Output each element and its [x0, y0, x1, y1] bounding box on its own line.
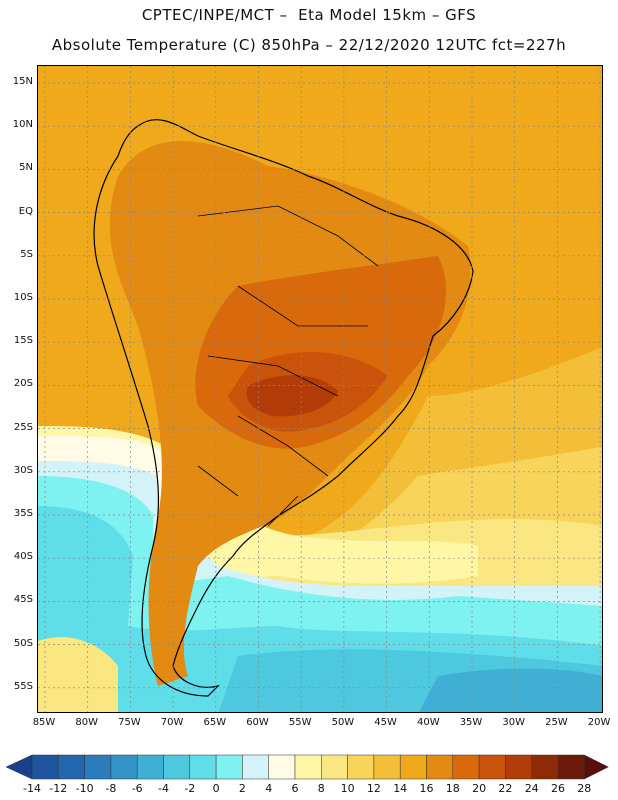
colorbar-swatch: [505, 754, 532, 780]
colorbar-tick-label: 6: [291, 782, 299, 795]
colorbar-tick-label: -14: [23, 782, 41, 795]
lon-label: 30W: [502, 717, 525, 728]
lat-label: 15N: [12, 76, 33, 87]
lat-label: 10N: [12, 119, 33, 131]
colorbar-tick-label: 22: [498, 782, 513, 795]
colorbar-swatch: [189, 754, 217, 780]
colorbar-swatch: [452, 754, 480, 780]
lat-label: 45S: [13, 594, 33, 606]
colorbar-swatch: [321, 754, 348, 780]
lon-label: 50W: [331, 717, 355, 728]
colorbar-tick-label: 10: [340, 782, 355, 795]
country-borders: [197, 205, 379, 527]
colorbar-tick-label: 8: [317, 782, 325, 795]
colorbar-swatch: [373, 754, 401, 780]
lon-label: 55W: [288, 717, 312, 728]
colorbar-tick-label: 12: [366, 782, 381, 795]
chart-title: CPTEC/INPE/MCT – Eta Model 15km – GFS: [141, 6, 477, 24]
colorbar-swatch: [268, 754, 296, 780]
colorbar: [6, 754, 609, 780]
colorbar-tick-label: 24: [524, 782, 539, 795]
lat-label: 35S: [13, 508, 33, 519]
colorbar-swatch: [163, 754, 191, 780]
colorbar-max-arrow: [584, 754, 609, 780]
colorbar-swatch: [399, 754, 427, 780]
colorbar-tick-label: 4: [265, 782, 273, 795]
colorbar-swatch: [215, 754, 243, 780]
coastline: [93, 119, 474, 697]
colorbar-swatch: [531, 754, 559, 780]
lat-label: 30S: [13, 464, 33, 476]
colorbar-tick-label: 16: [419, 782, 434, 795]
colorbar-min-arrow: [6, 754, 33, 780]
colorbar-swatch: [84, 754, 112, 780]
lon-label: 20W: [587, 717, 611, 728]
lon-label: 70W: [160, 717, 184, 728]
lat-label: 55S: [13, 680, 33, 692]
colorbar-swatch: [58, 754, 85, 780]
lat-lon-gridlines: [38, 66, 602, 712]
lat-label: EQ: [18, 205, 33, 217]
lon-label: 45W: [374, 717, 397, 728]
lat-label: 40S: [13, 551, 33, 563]
colorbar-swatch: [478, 754, 506, 780]
lat-label: 15S: [13, 335, 33, 347]
colorbar-tick-label: -6: [131, 782, 143, 795]
lat-label: 5S: [20, 248, 33, 260]
colorbar-tick-label: -10: [75, 782, 94, 795]
colorbar-swatch: [426, 754, 454, 780]
chart-subtitle: Absolute Temperature (C) 850hPa – 22/12/…: [51, 36, 567, 54]
colorbar-tick-label: 2: [238, 782, 246, 795]
lon-label: 60W: [246, 717, 269, 728]
colorbar-swatch: [294, 754, 322, 780]
lat-label: 10S: [13, 292, 33, 303]
colorbar-tick-label: 28: [577, 782, 592, 795]
lat-label: 25S: [13, 421, 33, 433]
lat-label: 50S: [13, 637, 33, 649]
colorbar-swatch: [31, 754, 59, 780]
colorbar-swatch: [110, 754, 138, 780]
lon-label: 65W: [203, 717, 227, 728]
lon-label: 40W: [416, 717, 440, 728]
lon-label: 75W: [118, 717, 141, 728]
field-blue-dark: [419, 668, 602, 712]
colorbar-tick-label: -2: [184, 782, 196, 795]
lon-label: 80W: [75, 717, 98, 728]
colorbar-swatch: [242, 754, 269, 780]
temperature-map: [37, 65, 603, 713]
colorbar-swatch: [136, 754, 164, 780]
colorbar-tick-label: -4: [158, 782, 169, 795]
colorbar-tick-label: -8: [105, 782, 117, 795]
colorbar-tick-label: 20: [472, 782, 487, 795]
colorbar-tick-label: 26: [551, 782, 565, 795]
lon-label: 35W: [459, 717, 483, 728]
colorbar-tick-label: -12: [49, 782, 68, 795]
field-yellow-pacific: [38, 637, 118, 712]
colorbar-tick-label: 0: [212, 782, 220, 795]
colorbar-tick-label: 18: [445, 782, 460, 795]
colorbar-tick-label: 14: [393, 782, 408, 795]
lat-label: 20S: [13, 378, 33, 390]
colorbar-swatch: [557, 754, 585, 780]
lon-label: 85W: [32, 717, 56, 728]
lat-label: 5N: [19, 162, 33, 174]
colorbar-swatch: [347, 754, 375, 780]
lon-label: 25W: [545, 717, 568, 728]
